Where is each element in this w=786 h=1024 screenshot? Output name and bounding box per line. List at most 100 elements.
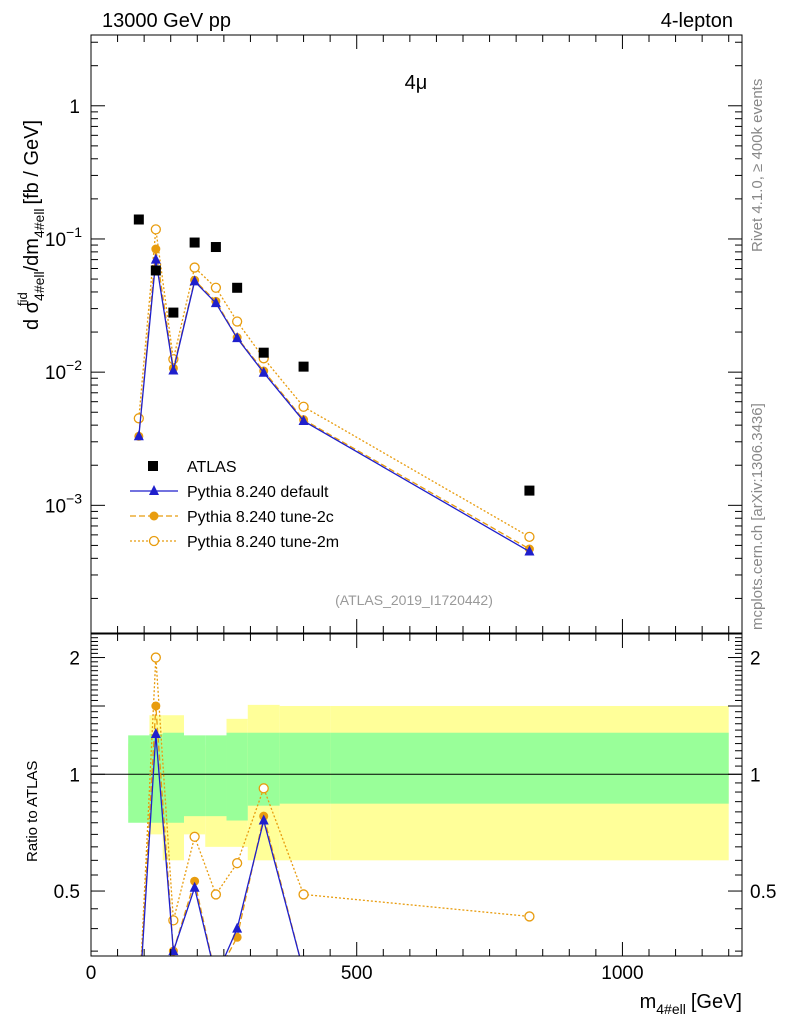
y-tick-label: 10−3: [45, 490, 82, 517]
legend-label: Pythia 8.240 tune-2m: [187, 534, 339, 551]
x-axis-label: m4#ell [GeV]: [640, 991, 742, 1017]
data-point: [168, 364, 179, 375]
ratio-series: [134, 652, 535, 1012]
ratio-y-tick-label-right: 0.5: [750, 882, 776, 903]
ylabel-d: d σ: [21, 300, 43, 330]
main-y-tick-labels: 10−310−210−11: [45, 97, 82, 518]
ylabel-mid: /dm: [21, 238, 43, 271]
ratio-axis-ticks: [90, 633, 742, 956]
atlas-point: [189, 237, 200, 248]
atlas-point: [258, 347, 269, 358]
x-tick-label: 500: [341, 963, 373, 984]
legend-marker: [149, 485, 159, 495]
green-band: [247, 732, 280, 806]
atlas-point: [524, 485, 535, 496]
data-point: [524, 545, 535, 556]
header-left: 13000 GeV pp: [102, 10, 231, 32]
data-point: [189, 275, 200, 286]
ylabel-sub1: 4#ell: [31, 271, 47, 301]
y-tick-label: 10−1: [45, 224, 82, 251]
ratio-point: [211, 971, 221, 981]
y-tick-label: 1: [69, 97, 80, 118]
legend-label: Pythia 8.240 default: [187, 484, 329, 501]
ratio-point: [258, 783, 269, 794]
side-text-mcplots: mcplots.cern.ch [arXiv:1306.3436]: [749, 403, 766, 630]
panel-title: 4μ: [405, 72, 428, 94]
ratio-y-tick-label: 1: [69, 765, 80, 786]
green-band: [205, 735, 227, 817]
atlas-point: [298, 361, 309, 372]
svg-text:d σ4#ell/dm4#ell[fb / GeV]: d σ4#ell/dm4#ell[fb / GeV]: [21, 120, 47, 330]
ylabel-unit: [fb / GeV]: [21, 120, 43, 204]
atlas-point: [150, 265, 161, 276]
legend: ATLAS Pythia 8.240 default Pythia 8.240 tu…: [130, 459, 339, 551]
data-point: [258, 366, 269, 377]
legend-marker: [148, 461, 158, 471]
green-band: [128, 735, 150, 823]
legend-marker: [149, 511, 159, 521]
side-text-rivet: Rivet 4.1.0, ≥ 400k events: [749, 79, 766, 252]
ratio-point: [189, 831, 200, 842]
ratio-frame: [90, 633, 743, 957]
legend-label: ATLAS: [187, 459, 237, 476]
y-tick-exp: −2: [66, 357, 82, 373]
ylabel-sub2: 4#ell: [31, 208, 47, 238]
main-panel: 4μ (ATLAS_2019_I1720442) 10−310−210−11 d…: [15, 34, 743, 634]
data-point: [298, 401, 309, 412]
data-point: [210, 282, 222, 293]
y-tick-exp: −3: [66, 490, 82, 506]
atlas-point: [232, 282, 243, 293]
data-point: [232, 332, 243, 343]
data-point: [231, 316, 243, 327]
data-point: [133, 430, 144, 441]
ratio-point: [151, 701, 161, 711]
data-point: [298, 414, 309, 425]
x-tick-label: 0: [86, 963, 97, 984]
ratio-line: [141, 733, 301, 956]
ratio-panel: 0.5 0.5 1 1 2 2 Ratio to ATLAS 0 500 1000 m4#el…: [24, 633, 777, 1017]
atlas-point: [133, 214, 144, 225]
data-point: [189, 262, 200, 273]
xlabel-unit: [GeV]: [691, 991, 742, 1013]
ratio-point: [298, 889, 309, 900]
series-line: [138, 248, 530, 550]
xlabel-sub: 4#ell: [656, 1001, 686, 1017]
y-tick-base: 10: [45, 363, 66, 384]
x-tick-labels: 0 500 1000: [86, 963, 644, 984]
green-band: [226, 732, 248, 821]
data-point: [150, 224, 161, 235]
ratio-y-axis-label: Ratio to ATLAS: [24, 761, 41, 862]
atlas-point: [210, 242, 221, 253]
y-tick-base: 10: [45, 496, 66, 517]
watermark: (ATLAS_2019_I1720442): [335, 592, 493, 608]
ratio-point: [134, 1003, 143, 1012]
ratio-point: [150, 728, 161, 739]
data-point: [524, 531, 535, 542]
ratio-point: [211, 973, 220, 982]
ratio-point: [258, 814, 269, 825]
main-frame: [90, 34, 743, 634]
atlas-point: [168, 307, 179, 318]
legend-label: Pythia 8.240 tune-2c: [187, 509, 334, 526]
green-band: [279, 732, 331, 804]
y-tick-base: 10: [45, 230, 66, 251]
data-point: [133, 413, 144, 424]
green-band: [162, 732, 184, 823]
ratio-point: [299, 966, 309, 976]
ratio-y-tick-label-right: 1: [750, 765, 761, 786]
series-line: [138, 259, 530, 553]
ratio-point: [210, 889, 222, 900]
ratio-point: [190, 876, 200, 886]
ratio-point: [524, 1002, 534, 1012]
ratio-point: [134, 1003, 143, 1012]
ratio-y-tick-labels: 0.5 0.5 1 1 2 2: [54, 649, 777, 904]
header-right: 4-lepton: [661, 10, 733, 32]
main-series: [133, 214, 535, 556]
green-band: [184, 735, 206, 817]
y-tick-label: 10−2: [45, 357, 82, 384]
ratio-point: [525, 1003, 534, 1012]
ylabel-sup: fid: [15, 292, 30, 306]
data-point: [151, 244, 161, 254]
main-y-axis-label: d σ4#ell/dm4#ell[fb / GeV] fid: [15, 120, 47, 330]
